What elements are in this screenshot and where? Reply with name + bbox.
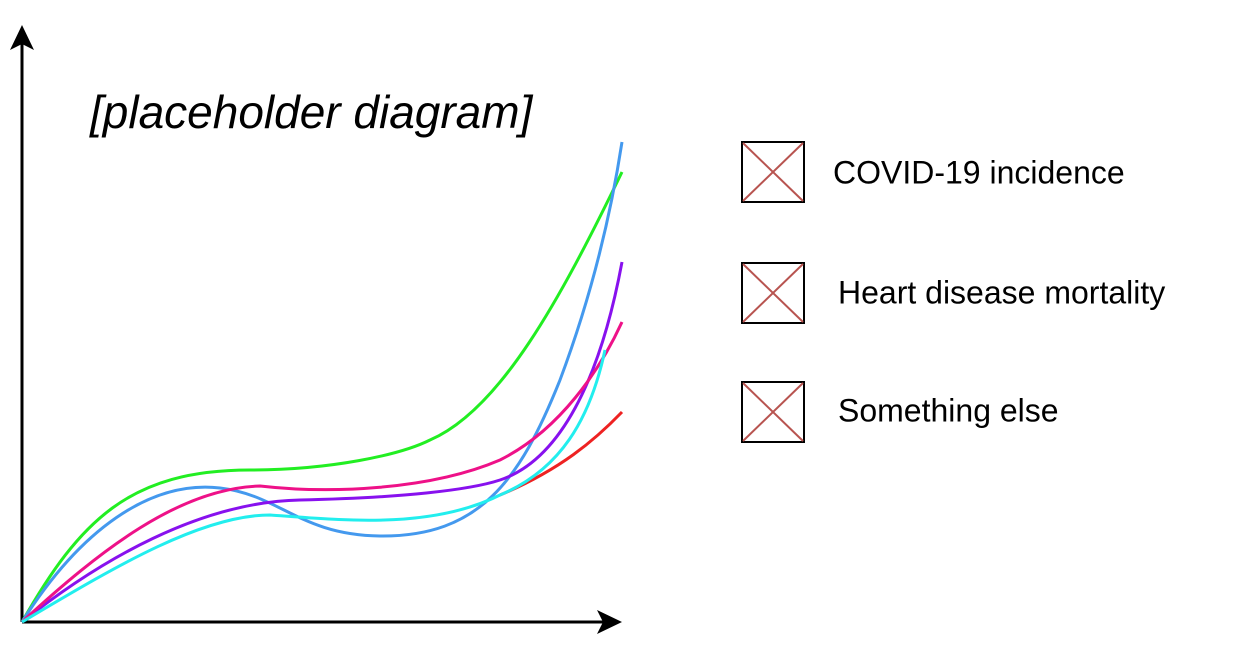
curve <box>20 321 624 624</box>
curve <box>20 171 624 623</box>
icon-cross <box>742 142 804 202</box>
legend-label: Something else <box>838 392 1059 428</box>
legend: COVID-19 incidence Heart disease mortali… <box>741 141 1165 443</box>
curves <box>20 141 624 624</box>
legend-item: COVID-19 incidence <box>741 141 1125 203</box>
icon-cross <box>742 382 804 442</box>
legend-item: Something else <box>741 381 1059 443</box>
y-arrow <box>10 25 34 50</box>
curve <box>21 261 624 624</box>
legend-label: Heart disease mortality <box>838 274 1165 310</box>
curve <box>499 410 624 497</box>
x-arrow <box>597 610 622 634</box>
icon-cross <box>742 263 804 323</box>
curve <box>21 349 607 624</box>
legend-icon <box>741 381 805 443</box>
legend-icon <box>741 141 805 203</box>
axes <box>10 25 622 634</box>
legend-item: Heart disease mortality <box>741 262 1165 324</box>
legend-label: COVID-19 incidence <box>833 154 1125 190</box>
curve <box>20 141 624 623</box>
title: [placeholder diagram] <box>89 86 534 138</box>
legend-icon <box>741 262 805 324</box>
